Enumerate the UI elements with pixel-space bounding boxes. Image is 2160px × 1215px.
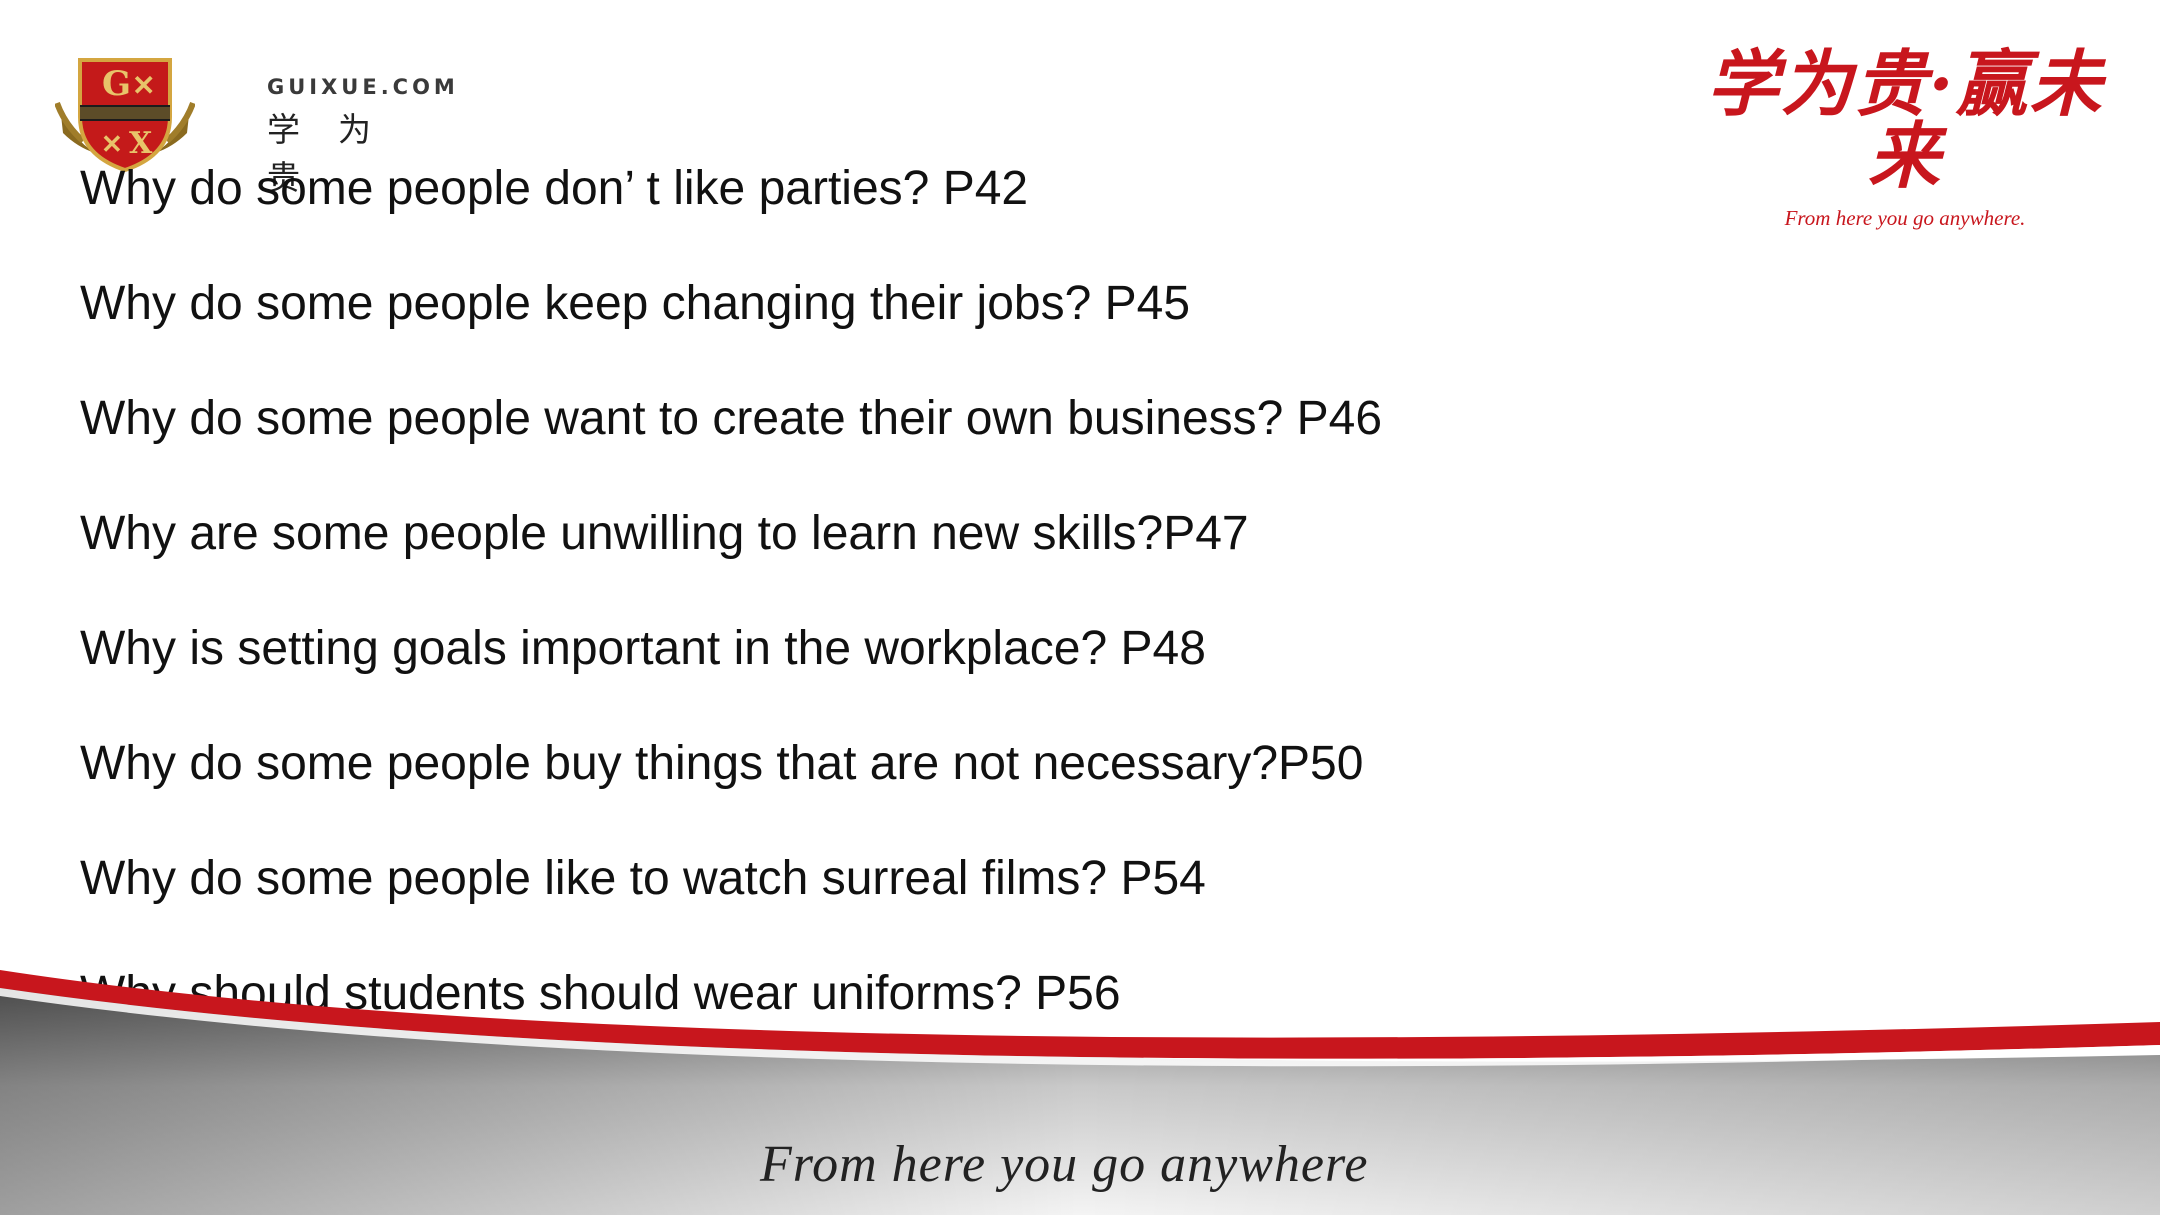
guixue-logo: G ✕ ✕ X GUIXUE.COM 学为贵 — [55, 55, 455, 197]
slogan-english: From here you go anywhere. — [1784, 206, 2026, 230]
svg-text:✕: ✕ — [132, 69, 155, 102]
svg-text:X: X — [129, 126, 153, 161]
logo-chinese: 学为贵 — [267, 110, 409, 197]
crest-icon: G ✕ ✕ X — [55, 58, 195, 173]
question-item: Why do some people don’ t like parties? … — [80, 162, 1029, 215]
question-item: Why do some people like to watch surreal… — [80, 852, 1206, 905]
logo-domain: GUIXUE.COM — [267, 75, 459, 99]
footer-tagline: From here you go anywhere — [760, 1136, 1369, 1193]
question-item: Why do some people keep changing their j… — [80, 277, 1191, 330]
footer-swoosh — [0, 970, 2160, 1215]
slogan: 学为贵·赢未来 From here you go anywhere. — [1690, 48, 2120, 231]
question-item: Why is setting goals important in the wo… — [80, 622, 1206, 675]
question-item: Why are some people unwilling to learn n… — [80, 507, 1249, 560]
question-item: Why do some people buy things that are n… — [80, 737, 1364, 790]
svg-text:G: G — [102, 64, 131, 104]
slogan-chinese: 学为贵·赢未来 — [1706, 41, 2104, 198]
logo-text: GUIXUE.COM 学为贵 — [267, 75, 459, 199]
question-item: Why do some people want to create their … — [80, 392, 1383, 445]
question-list: Why do some people don’ t like parties? … — [80, 155, 1382, 1075]
svg-text:✕: ✕ — [101, 130, 123, 160]
